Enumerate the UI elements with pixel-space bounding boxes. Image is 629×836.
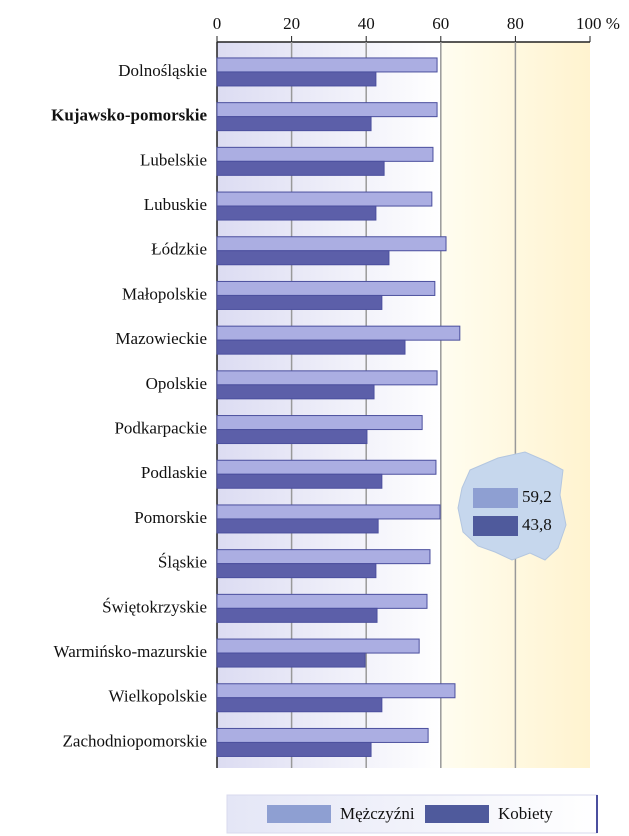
x-tick-label: 80	[507, 14, 524, 33]
bars	[216, 57, 461, 757]
bar	[216, 71, 377, 87]
bar	[216, 339, 406, 355]
bar	[216, 415, 423, 431]
y-tick-label: Łódzkie	[151, 240, 207, 259]
y-tick-label: Wielkopolskie	[109, 687, 207, 706]
y-tick-label: Podlaskie	[141, 463, 207, 482]
bar	[216, 593, 428, 609]
bar	[216, 607, 378, 623]
y-tick-label: Śląskie	[158, 553, 207, 572]
y-tick-label: Lubuskie	[144, 195, 207, 214]
bar	[216, 563, 377, 579]
inset-swatch	[473, 488, 518, 508]
bar	[216, 160, 385, 176]
x-tick-label: 60	[432, 14, 449, 33]
bar	[216, 236, 447, 252]
bar	[216, 280, 436, 296]
legend: Mężczyźni Kobiety	[267, 804, 553, 823]
bar	[216, 370, 438, 386]
bar	[216, 102, 438, 118]
bar	[216, 473, 383, 489]
bar	[216, 116, 372, 132]
x-tick-label: 20	[283, 14, 300, 33]
x-tick-label: 0	[213, 14, 222, 33]
legend-swatch	[425, 805, 489, 823]
x-tick-label: 100 %	[576, 14, 620, 33]
bar	[216, 57, 438, 73]
inset-swatch	[473, 516, 518, 536]
y-tick-label: Pomorskie	[134, 508, 207, 527]
bar	[216, 294, 383, 310]
bar	[216, 697, 383, 713]
y-tick-label: Mazowieckie	[115, 329, 207, 348]
bar	[216, 504, 441, 520]
bar	[216, 727, 429, 743]
y-tick-label: Kujawsko-pomorskie	[51, 106, 207, 125]
bar	[216, 384, 375, 400]
bar	[216, 429, 368, 445]
bar	[216, 191, 433, 207]
y-tick-label: Świętokrzyskie	[102, 597, 207, 616]
bar	[216, 549, 431, 565]
y-tick-label: Warmińsko-mazurskie	[54, 642, 207, 661]
bar	[216, 250, 390, 266]
legend-label: Mężczyźni	[340, 804, 415, 823]
bar	[216, 205, 377, 221]
bar	[216, 683, 456, 699]
y-tick-label: Małopolskie	[122, 284, 207, 303]
x-tick-label: 40	[358, 14, 375, 33]
y-tick-label: Podkarpackie	[114, 418, 207, 437]
inset-label: 59,2	[522, 487, 552, 506]
y-tick-label: Lubelskie	[140, 150, 207, 169]
y-tick-label: Dolnośląskie	[118, 61, 207, 80]
bar	[216, 741, 372, 757]
bar	[216, 459, 437, 475]
bar	[216, 652, 366, 668]
legend-swatch	[267, 805, 331, 823]
y-tick-label: Zachodniopomorskie	[63, 731, 207, 750]
bar	[216, 146, 434, 162]
legend-label: Kobiety	[498, 804, 553, 823]
inset-label: 43,8	[522, 515, 552, 534]
y-tick-label: Opolskie	[146, 374, 207, 393]
bar	[216, 325, 461, 341]
bar	[216, 638, 420, 654]
inset: 59,2 43,8	[457, 451, 567, 561]
bar	[216, 518, 379, 534]
